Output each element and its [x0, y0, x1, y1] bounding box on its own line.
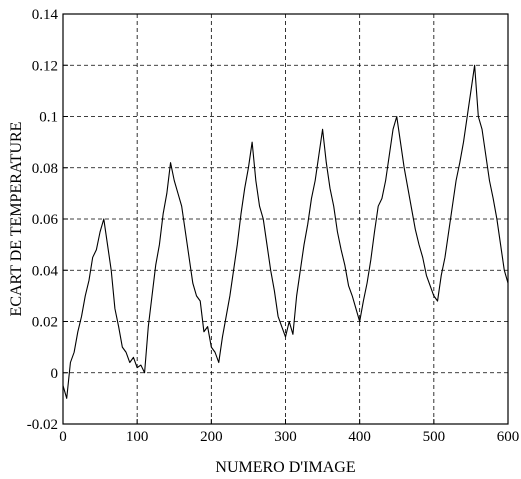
- y-tick-label: 0.06: [32, 212, 59, 228]
- y-tick-labels: -0.02 0 0.02 0.04 0.06 0.08 0.1 0.12 0.14: [27, 7, 59, 433]
- y-tick-label: 0.14: [32, 7, 59, 23]
- y-tick-label: 0.02: [32, 315, 58, 331]
- x-tick-label: 300: [274, 429, 297, 445]
- series-layer: [62, 64, 509, 399]
- y-tick-label: 0.1: [39, 110, 58, 126]
- x-tick-label: 400: [348, 429, 371, 445]
- y-tick-label: 0.12: [32, 58, 58, 74]
- x-tick-label: 200: [200, 429, 223, 445]
- grid: [63, 14, 508, 424]
- x-tick-label: 600: [497, 429, 520, 445]
- x-axis-label: NUMERO D'IMAGE: [215, 459, 355, 476]
- y-tick-label: -0.02: [27, 417, 58, 433]
- x-tick-labels: 0 100 200 300 400 500 600: [59, 429, 519, 445]
- x-tick-label: 100: [126, 429, 149, 445]
- y-tick-label: 0.04: [32, 263, 59, 279]
- x-tick-label: 500: [423, 429, 446, 445]
- ticks: [62, 13, 509, 425]
- y-axis-label: ECART DE TEMPERATURE: [8, 122, 25, 317]
- series-line: [62, 64, 509, 399]
- y-tick-label: 0.08: [32, 161, 58, 177]
- x-tick-label: 0: [59, 429, 67, 445]
- y-tick-label: 0: [51, 366, 59, 382]
